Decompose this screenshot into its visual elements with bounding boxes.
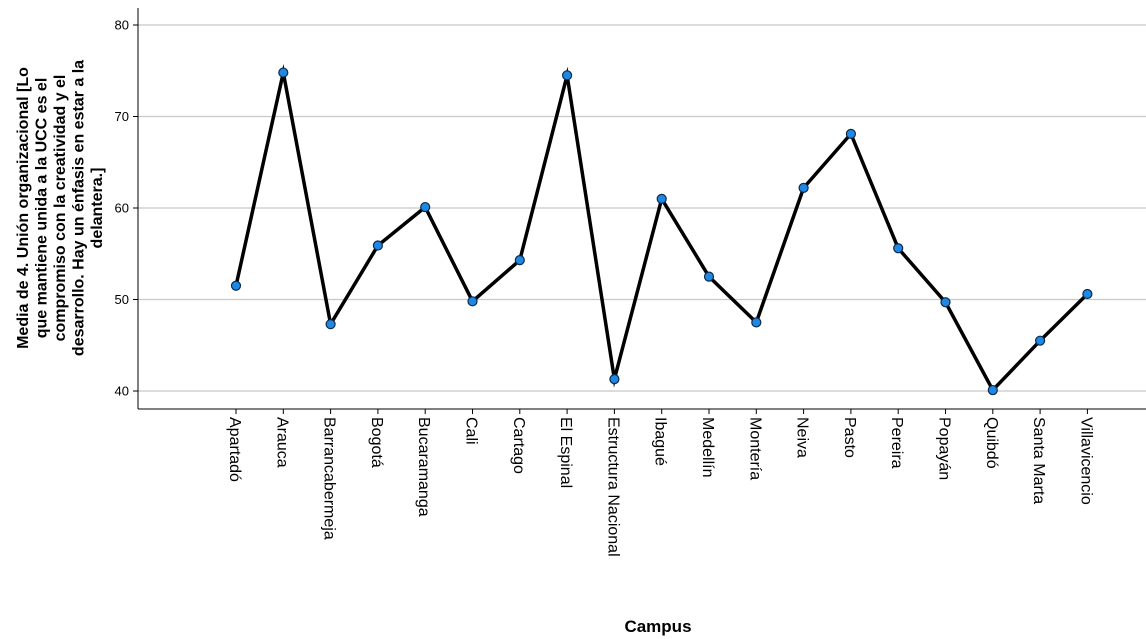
data-point (751, 317, 762, 328)
data-point (1082, 288, 1093, 300)
x-tick-label: Pasto (841, 417, 858, 458)
data-point (278, 67, 289, 78)
x-tick-label: Arauca (273, 417, 290, 468)
data-point (467, 296, 478, 307)
data-point (372, 240, 383, 251)
x-tick-label: Villavicencio (1077, 417, 1094, 505)
y-axis-title: Media de 4. Unión organizacional [Lo que … (15, 60, 106, 356)
data-point (656, 193, 667, 204)
x-tick-label: Pereira (888, 417, 905, 469)
x-tick-label: Bucaramanga (415, 417, 432, 517)
y-tick-label: 50 (115, 292, 129, 307)
series-line (234, 63, 1089, 394)
x-tick-label: Medellín (699, 417, 716, 477)
x-tick-label: Popayán (936, 417, 953, 480)
data-point (845, 128, 857, 139)
x-axis-title: Campus (624, 617, 691, 636)
y-tick-label: 60 (115, 201, 129, 216)
data-point (514, 255, 525, 266)
x-tick-label: Cali (463, 417, 480, 445)
y-tick-label: 70 (115, 109, 129, 124)
data-point (325, 319, 336, 330)
data-point (893, 243, 904, 254)
data-point (703, 271, 715, 282)
data-point (420, 201, 431, 213)
data-point (230, 280, 242, 291)
series (230, 63, 1093, 396)
x-tick-label: Neiva (794, 417, 811, 458)
y-tick-labels: 40 50 60 70 80 (115, 18, 138, 399)
data-point (798, 182, 809, 193)
data-point (609, 374, 620, 385)
x-tick-label: Montería (746, 417, 763, 480)
x-tick-label: Estructura Nacional (604, 417, 621, 557)
y-tick-label: 80 (115, 18, 129, 33)
y-axis-title-line: delantera.] (89, 168, 106, 249)
grid-lines (138, 24, 1146, 392)
x-tick-label: Cartago (510, 417, 527, 474)
data-point (1034, 335, 1046, 346)
y-axis-title-line: Media de 4. Unión organizacional [Lo (15, 67, 32, 349)
x-tick-label: El Espinal (557, 417, 574, 488)
data-point (561, 70, 573, 81)
y-axis-title-line: que mantiene unida a la UCC es el (34, 78, 51, 339)
y-axis-title-line: compromiso con la creatividad y el (52, 75, 69, 342)
data-point (987, 384, 998, 396)
x-tick-label: Bogotá (368, 417, 385, 468)
x-tick-label: Santa Marta (1030, 417, 1047, 504)
y-tick-label: 40 (115, 384, 129, 399)
y-axis-title-line: desarrollo. Hay un énfasis en estar a la (71, 60, 88, 356)
x-tick-label: Ibagué (652, 417, 669, 466)
data-point (940, 297, 951, 308)
x-tick-label: Quibdó (983, 417, 1000, 469)
x-tick-label: Barrancabermeja (321, 417, 338, 540)
x-tick-label: Apartadó (226, 417, 243, 482)
x-tick-labels: Apartadó Arauca Barrancabermeja Bogotá Bucar… (226, 409, 1094, 557)
